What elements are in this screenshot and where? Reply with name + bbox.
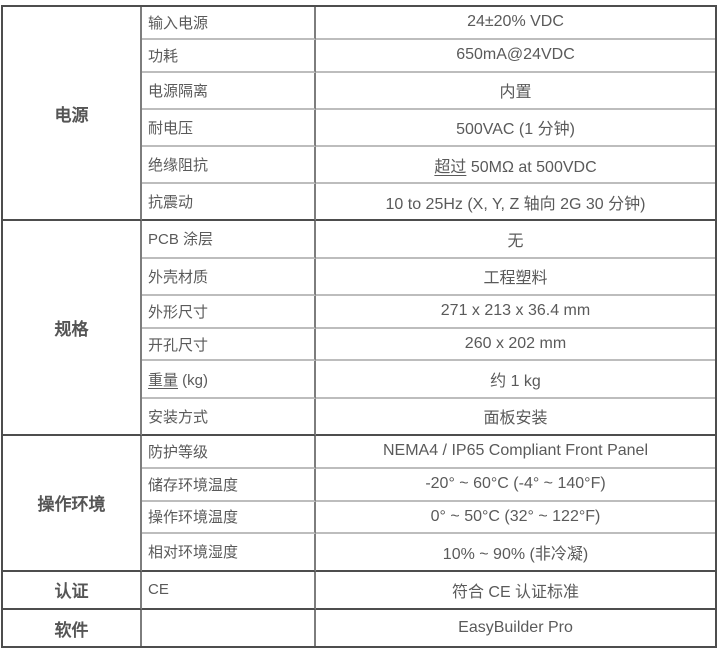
spec-label-cell: 防护等级: [142, 435, 316, 469]
category-cell-power: 电源: [3, 7, 142, 222]
underlined-text: 重量: [148, 371, 179, 389]
spec-label-cell: 功耗: [142, 39, 316, 73]
spec-value-cell: 超过 50MΩ at 500VDC: [316, 147, 715, 185]
spec-row: 重量 (kg) 约 1 kg: [3, 361, 715, 399]
spec-row: 耐电压 500VAC (1 分钟): [3, 109, 715, 148]
spec-label-cell: 外壳材质: [142, 258, 316, 296]
category-cell-operating-env: 操作环境: [3, 435, 142, 572]
label-text: (kg): [178, 371, 209, 389]
category-cell-certification: 认证: [3, 571, 142, 611]
spec-value-cell: 24±20% VDC: [316, 7, 715, 40]
category-cell-software: 软件: [3, 610, 142, 646]
spec-row: 外形尺寸 271 x 213 x 36.4 mm: [3, 295, 715, 329]
value-text: 50MΩ at 500VDC: [466, 158, 597, 176]
spec-row: 绝缘阻抗 超过 50MΩ at 500VDC: [3, 147, 715, 185]
spec-value-cell: 0° ~ 50°C (32° ~ 122°F): [316, 502, 715, 535]
spec-label-cell: 外形尺寸: [142, 295, 316, 329]
spec-value-cell: -20° ~ 60°C (-4° ~ 140°F): [316, 469, 715, 502]
spec-row: 开孔尺寸 260 x 202 mm: [3, 328, 715, 362]
spec-row: 储存环境温度 -20° ~ 60°C (-4° ~ 140°F): [3, 468, 715, 502]
spec-label-cell: 输入电源: [142, 7, 316, 40]
spec-row: 电源 输入电源 24±20% VDC: [3, 7, 715, 222]
spec-row: 规格 PCB 涂层 无: [3, 221, 715, 436]
spec-label-cell: 安装方式: [142, 398, 316, 436]
spec-label-cell: [142, 610, 316, 646]
category-cell-specs: 规格: [3, 221, 142, 436]
spec-label-cell: 耐电压: [142, 109, 316, 148]
spec-table: 电源 输入电源 24±20% VDC 功耗 650mA@24VDC 电源隔离 内…: [3, 7, 715, 646]
spec-value-cell: 约 1 kg: [316, 361, 715, 399]
spec-table-frame: 电源 输入电源 24±20% VDC 功耗 650mA@24VDC 电源隔离 内…: [1, 5, 717, 648]
underlined-text: 超过: [434, 158, 467, 176]
spec-label-cell: 重量 (kg): [142, 361, 316, 399]
spec-row: 抗震动 10 to 25Hz (X, Y, Z 轴向 2G 30 分钟): [3, 184, 715, 222]
spec-label-cell: PCB 涂层: [142, 221, 316, 259]
spec-row: 外壳材质 工程塑料: [3, 258, 715, 296]
spec-value-cell: 10% ~ 90% (非冷凝): [316, 534, 715, 572]
spec-label-cell: 绝缘阻抗: [142, 147, 316, 185]
spec-value-cell: 271 x 213 x 36.4 mm: [316, 296, 715, 329]
spec-row: 电源隔离 内置: [3, 72, 715, 110]
spec-row: 认证 CE 符合 CE 认证标准: [3, 571, 715, 611]
spec-value-cell: NEMA4 / IP65 Compliant Front Panel: [316, 436, 715, 469]
spec-label-cell: CE: [142, 571, 316, 611]
spec-value-cell: 无: [316, 221, 715, 259]
spec-value-cell: 内置: [316, 73, 715, 110]
spec-value-cell: 符合 CE 认证标准: [316, 572, 715, 611]
spec-value-cell: 260 x 202 mm: [316, 329, 715, 362]
spec-row: 操作环境温度 0° ~ 50°C (32° ~ 122°F): [3, 501, 715, 535]
spec-value-cell: 650mA@24VDC: [316, 40, 715, 73]
spec-value-cell: 工程塑料: [316, 259, 715, 296]
spec-row: 操作环境 防护等级 NEMA4 / IP65 Compliant Front P…: [3, 435, 715, 572]
spec-label-cell: 储存环境温度: [142, 468, 316, 502]
spec-value-cell: EasyBuilder Pro: [458, 619, 573, 637]
spec-value-cell: 10 to 25Hz (X, Y, Z 轴向 2G 30 分钟): [316, 184, 715, 222]
spec-label-cell: 操作环境温度: [142, 501, 316, 535]
spec-label-cell: 电源隔离: [142, 72, 316, 110]
spec-label-cell: 抗震动: [142, 184, 316, 222]
spec-label-cell: 开孔尺寸: [142, 328, 316, 362]
spec-row: 功耗 650mA@24VDC: [3, 39, 715, 73]
spec-value-cell: 500VAC (1 分钟): [316, 110, 715, 148]
spec-row: 相对环境湿度 10% ~ 90% (非冷凝): [3, 534, 715, 572]
spec-label-cell: 相对环境湿度: [142, 534, 316, 572]
spec-value-cell: 面板安装: [316, 399, 715, 436]
spec-row: 安装方式 面板安装: [3, 398, 715, 436]
spec-row: 软件 EasyBuilder Pro: [3, 610, 715, 646]
